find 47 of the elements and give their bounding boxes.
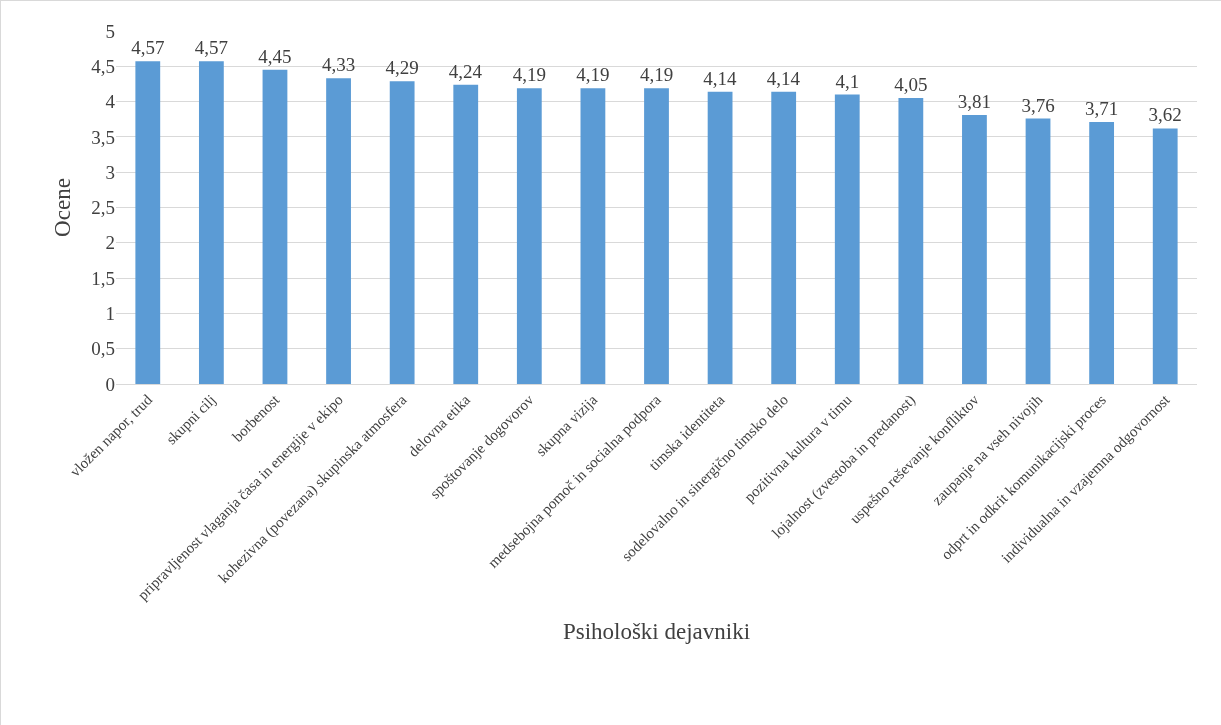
y-tick-label: 4,5	[91, 55, 115, 77]
y-tick-label: 2,5	[91, 197, 115, 219]
bar	[580, 88, 606, 384]
bar	[962, 115, 987, 384]
data-label: 4,29	[385, 57, 419, 79]
y-tick-label: 3,5	[91, 126, 115, 148]
data-label: 4,19	[639, 64, 674, 86]
bar	[135, 61, 161, 384]
bar	[1089, 122, 1115, 384]
bar	[834, 94, 860, 384]
y-tick-label: 2	[105, 232, 115, 254]
data-label: 3,81	[957, 91, 992, 113]
bar	[1025, 118, 1051, 384]
data-label: 3,71	[1084, 98, 1119, 120]
data-label: 3,62	[1148, 104, 1182, 126]
y-tick-label: 3	[105, 161, 115, 183]
data-label: 4,1	[835, 70, 860, 92]
y-tick-label: 1,5	[91, 267, 115, 289]
y-tick-label: 0,5	[91, 338, 115, 360]
bar	[707, 91, 733, 384]
bar	[771, 91, 797, 384]
y-tick-label: 0	[105, 373, 115, 395]
data-label: 4,45	[258, 45, 292, 67]
bar	[453, 84, 479, 384]
data-label: 4,57	[131, 37, 165, 59]
y-tick-label: 4	[105, 91, 116, 113]
y-tick-label: 1	[105, 303, 115, 325]
bar	[326, 78, 351, 384]
data-label: 4,57	[194, 37, 229, 59]
data-label: 4,33	[321, 54, 356, 76]
bar	[389, 81, 415, 384]
data-label: 4,14	[766, 67, 801, 89]
y-axis-title: Ocene	[49, 178, 75, 237]
bar	[516, 88, 542, 384]
bar	[1152, 128, 1178, 384]
data-label: 4,19	[512, 64, 546, 86]
data-label: 3,76	[1021, 94, 1055, 116]
bar	[898, 98, 924, 384]
y-tick-label: 5	[105, 20, 115, 42]
x-axis-title: Psihološki dejavniki	[562, 618, 751, 644]
bar	[262, 69, 288, 384]
data-label: 4,05	[894, 74, 928, 96]
bar	[198, 61, 224, 384]
bar	[644, 88, 669, 384]
data-label: 4,14	[703, 67, 737, 89]
data-label: 4,19	[576, 64, 610, 86]
data-label: 4,24	[448, 60, 483, 82]
